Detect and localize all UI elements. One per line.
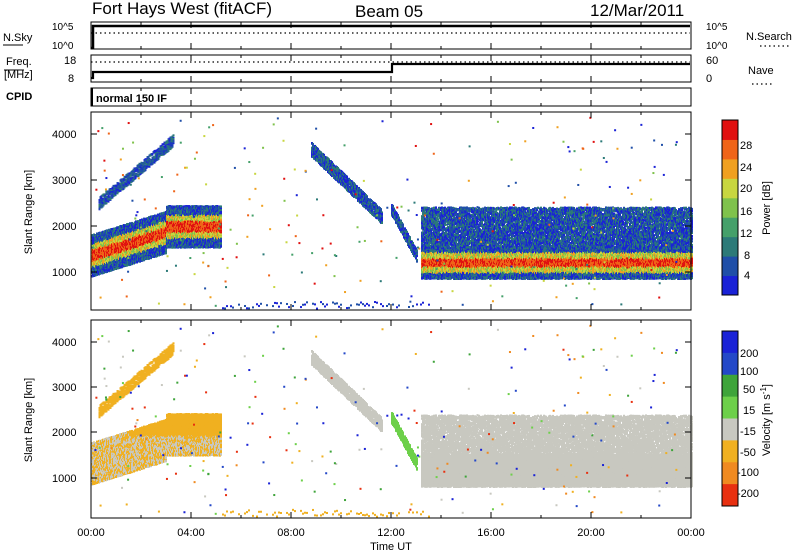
cpid-label: CPID — [6, 91, 32, 103]
radar-figure: Fort Hays West (fitACF) Beam 05 12/Mar/2… — [0, 0, 800, 554]
nsky-tick-bottom: 10^0 — [52, 41, 74, 52]
power-panel: 1000 2000 3000 4000 Slant Range [km] — [23, 112, 693, 310]
freq-trace — [91, 64, 690, 78]
cpid-panel: CPID normal 150 IF — [6, 88, 691, 106]
beam-title: Beam 05 — [355, 2, 423, 21]
freq-tick-bottom: 8 — [68, 73, 74, 85]
nave-tick-top: 60 — [706, 55, 718, 67]
freq-panel: Freq. [MHz] 18 8 60 0 Nave — [4, 55, 774, 85]
freq-label-1: Freq. — [6, 56, 32, 68]
nave-label: Nave — [748, 65, 774, 77]
date-title: 12/Mar/2011 — [590, 1, 684, 20]
power-data-layer — [91, 117, 693, 310]
nsky-tick-top: 10^5 — [52, 22, 74, 33]
nsearch-tick-bottom: 10^0 — [706, 41, 728, 52]
station-title: Fort Hays West (fitACF) — [92, 0, 272, 18]
nsearch-tick-top: 10^5 — [706, 22, 728, 33]
nsky-label: N.Sky — [3, 32, 33, 44]
nave-tick-bottom: 0 — [706, 73, 712, 85]
freq-tick-top: 18 — [64, 55, 76, 67]
nsearch-label: N.Search — [746, 31, 792, 43]
sky-panel: N.Sky 10^5 10^0 10^5 10^0 N.Search — [3, 22, 792, 52]
cpid-program: normal 150 IF — [96, 93, 167, 105]
freq-label-2: [MHz] — [4, 69, 33, 81]
